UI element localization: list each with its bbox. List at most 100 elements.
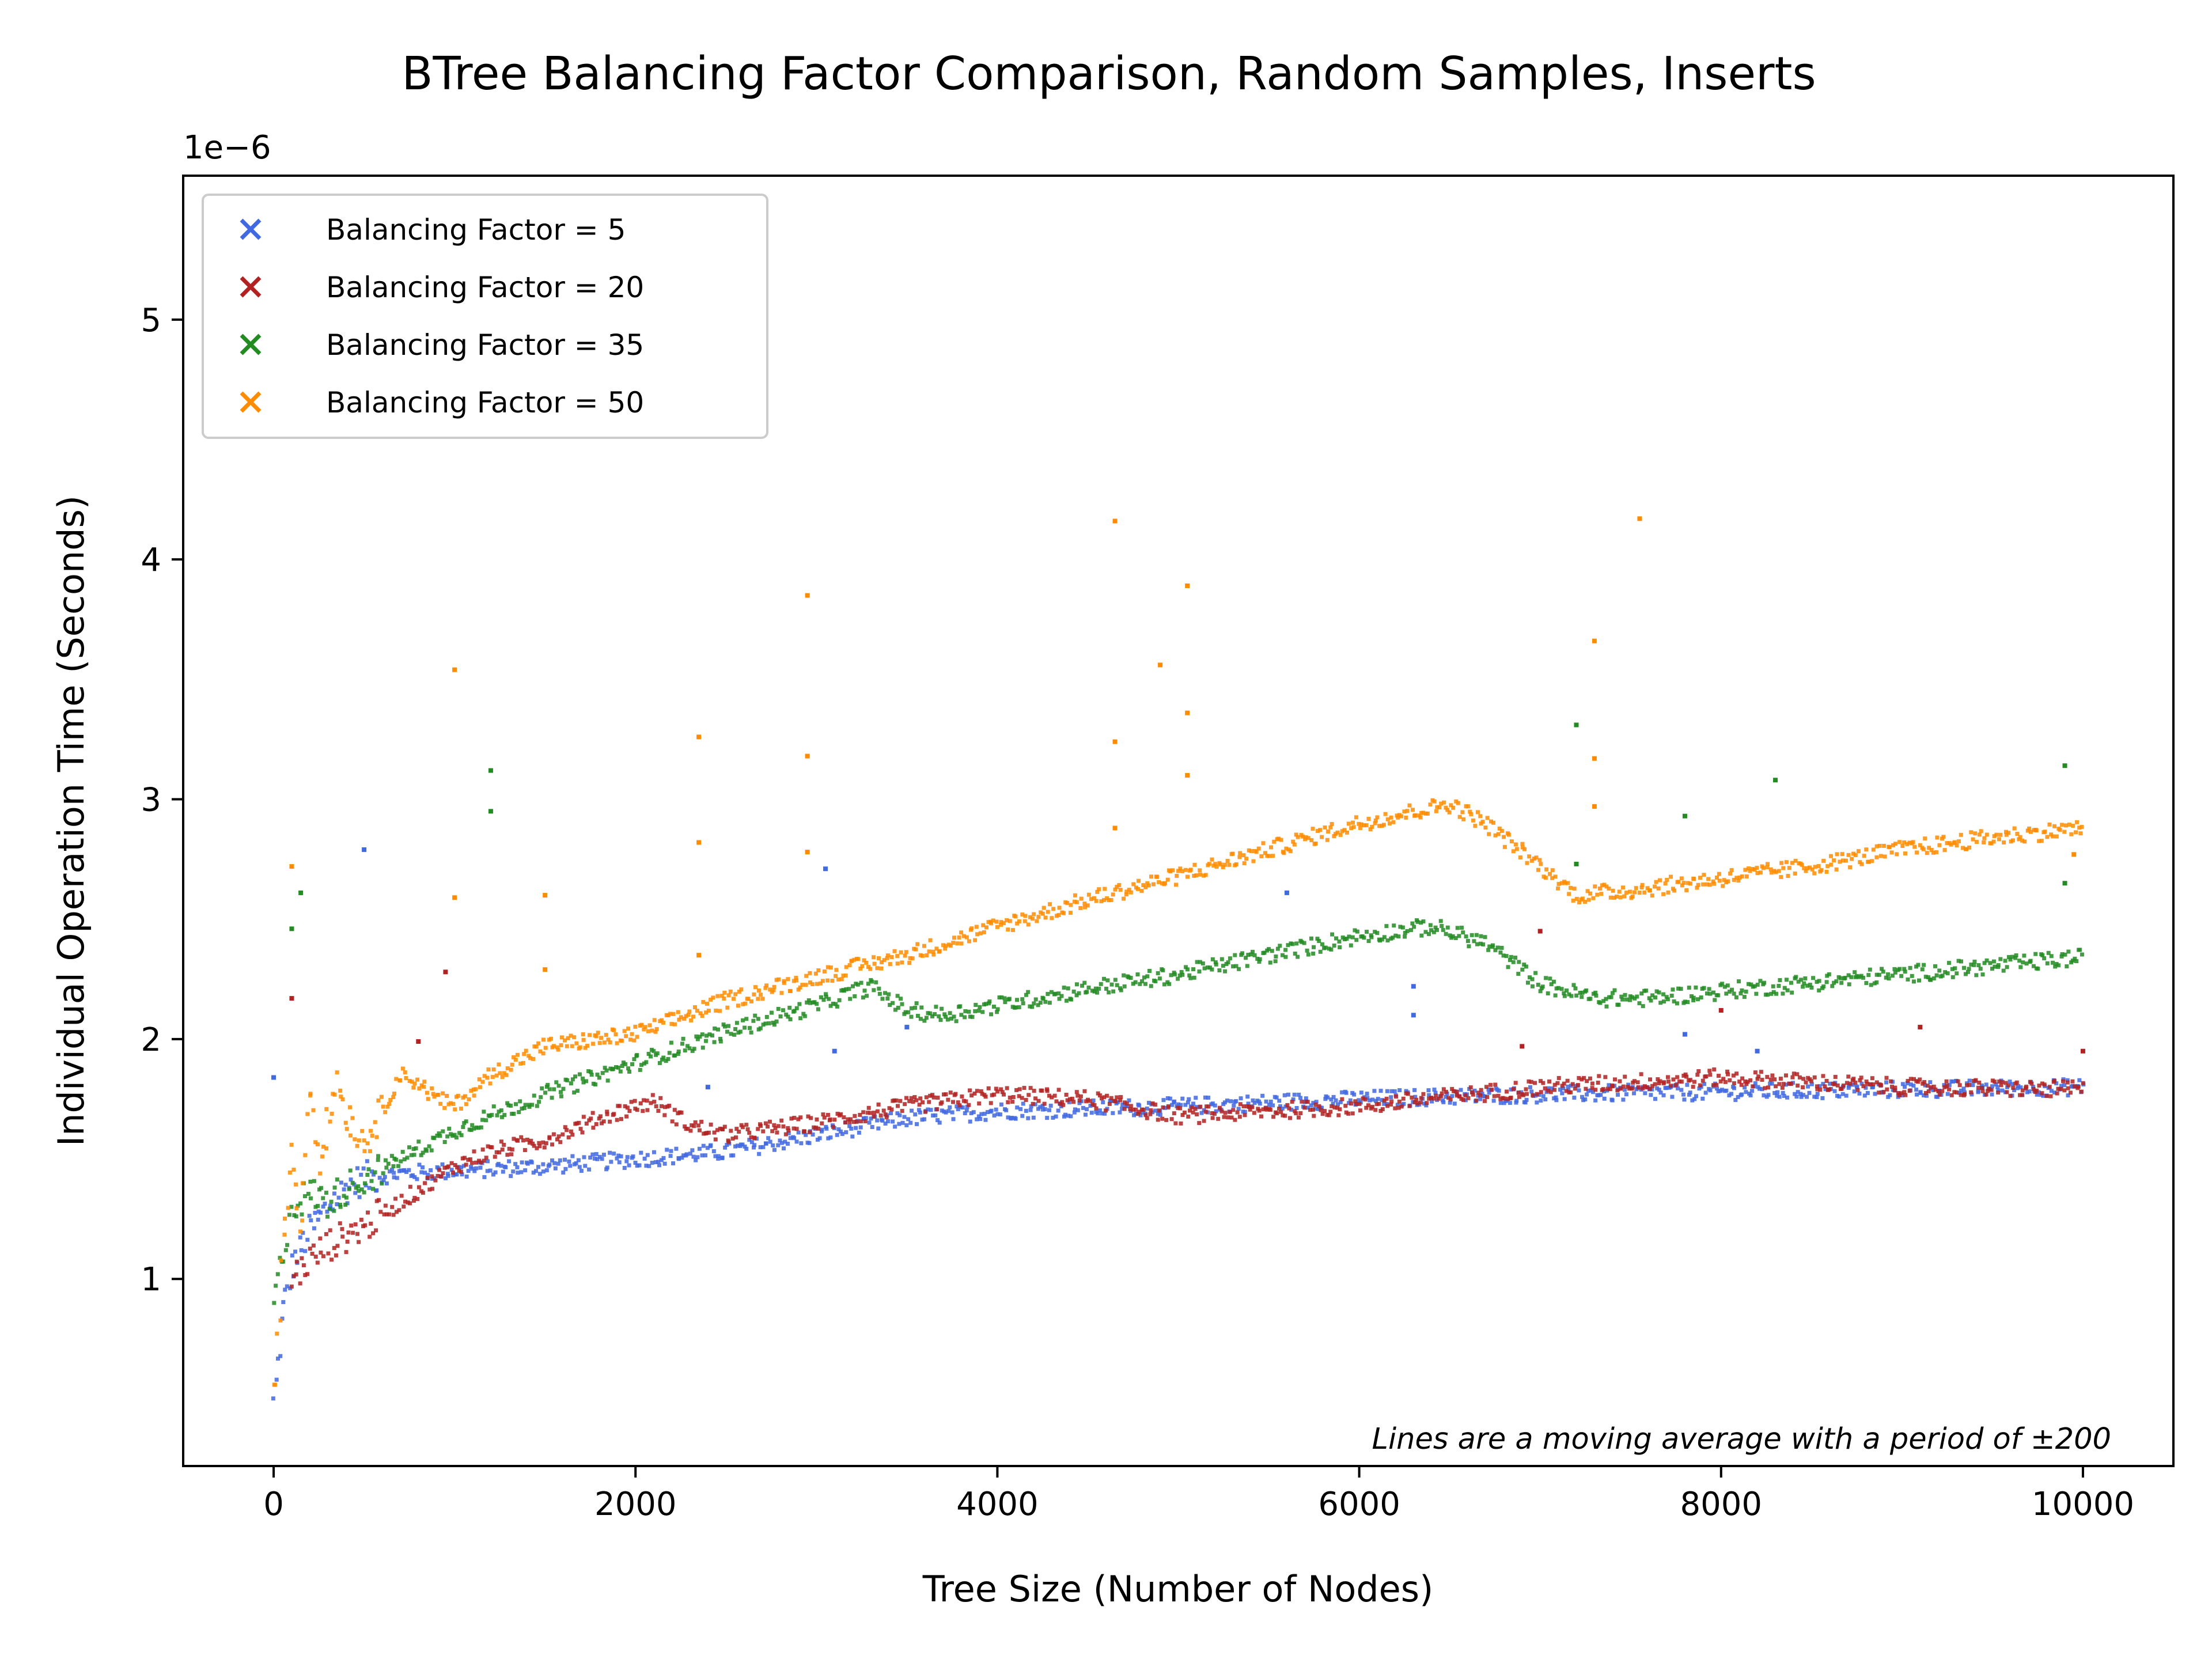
data-point: [783, 1139, 787, 1144]
data-point: [1506, 832, 1511, 837]
outlier-point: [696, 734, 702, 740]
data-point: [642, 1156, 647, 1161]
data-point: [1682, 1097, 1687, 1102]
data-point: [574, 1041, 579, 1046]
data-point: [1344, 937, 1349, 941]
data-point: [1134, 1107, 1138, 1112]
data-point: [1857, 1091, 1862, 1096]
data-point: [729, 1032, 733, 1036]
data-point: [2014, 1080, 2019, 1085]
data-point: [541, 1169, 546, 1174]
data-point: [969, 1093, 974, 1098]
data-point: [1766, 862, 1770, 866]
data-point: [1821, 984, 1826, 988]
data-point: [1786, 874, 1790, 878]
data-point: [1818, 1088, 1823, 1092]
data-point: [1744, 989, 1748, 994]
data-point: [408, 1201, 412, 1206]
data-point: [983, 1118, 988, 1122]
data-point: [301, 1263, 306, 1268]
data-point: [1003, 1000, 1007, 1005]
data-point: [332, 1191, 336, 1196]
data-point: [1357, 1098, 1361, 1103]
outlier-point: [1112, 518, 1118, 524]
data-point: [897, 1113, 902, 1118]
data-point: [324, 1107, 329, 1111]
data-point: [1188, 976, 1193, 980]
data-point: [1609, 995, 1613, 999]
data-point: [1256, 1099, 1261, 1104]
data-point: [1536, 983, 1540, 987]
data-point: [472, 1169, 477, 1173]
data-point: [1486, 1087, 1491, 1092]
data-point: [1508, 958, 1512, 963]
data-point: [1074, 1090, 1079, 1094]
data-point: [734, 1021, 739, 1025]
data-point: [300, 1218, 305, 1223]
data-point: [906, 1117, 911, 1122]
outlier-point: [1592, 756, 1597, 761]
data-point: [1908, 1077, 1913, 1081]
data-point: [1314, 1100, 1319, 1104]
data-point: [1830, 984, 1835, 988]
data-point: [1092, 1103, 1097, 1107]
data-point: [1861, 975, 1866, 980]
data-point: [672, 1053, 677, 1058]
data-point: [998, 1112, 1002, 1117]
data-point: [813, 971, 818, 976]
data-point: [1292, 1092, 1297, 1097]
data-point: [2042, 1082, 2047, 1087]
data-point: [298, 1281, 302, 1286]
data-point: [412, 1175, 417, 1179]
data-point: [1796, 1090, 1800, 1094]
data-point: [895, 954, 900, 959]
data-point: [1858, 860, 1862, 865]
data-point: [1391, 820, 1396, 824]
data-point: [846, 1117, 850, 1122]
data-point: [669, 1022, 674, 1027]
data-point: [1483, 1094, 1487, 1099]
outlier-point: [1411, 1013, 1416, 1018]
data-point: [1370, 824, 1374, 829]
data-point: [1115, 1095, 1119, 1100]
data-point: [1906, 1079, 1910, 1084]
data-point: [1535, 1100, 1539, 1105]
data-point: [1699, 995, 1703, 1000]
data-point: [445, 1172, 450, 1176]
data-point: [343, 1183, 348, 1187]
data-point: [691, 1154, 696, 1159]
data-point: [2003, 959, 2008, 963]
data-point: [1990, 1092, 1994, 1097]
data-point: [1984, 1092, 1988, 1097]
data-point: [1176, 976, 1180, 981]
data-point: [1469, 933, 1474, 937]
data-point: [1657, 1081, 1661, 1086]
data-point: [1139, 889, 1144, 893]
data-point: [1978, 967, 1983, 971]
data-point: [477, 1077, 482, 1082]
data-point: [1221, 865, 1225, 869]
data-point: [796, 987, 801, 992]
data-point: [808, 971, 812, 975]
data-point: [536, 1041, 541, 1046]
series-3: [272, 722, 2084, 1305]
data-point: [1448, 933, 1452, 938]
data-point: [416, 1139, 421, 1144]
data-point: [1785, 1095, 1790, 1100]
data-point: [1269, 845, 1274, 850]
data-point: [556, 1084, 561, 1088]
data-point: [1493, 948, 1498, 952]
data-point: [1351, 825, 1356, 830]
data-point: [1621, 1097, 1626, 1102]
data-point: [1684, 1074, 1689, 1079]
data-point: [2052, 1090, 2057, 1095]
data-point: [973, 1009, 978, 1013]
data-point: [858, 1112, 862, 1117]
data-point: [2037, 839, 2041, 843]
data-point: [1679, 987, 1683, 991]
data-point: [885, 956, 889, 960]
outlier-point: [488, 768, 493, 773]
data-point: [923, 1109, 927, 1114]
data-point: [601, 1119, 606, 1124]
data-point: [1372, 1089, 1377, 1093]
